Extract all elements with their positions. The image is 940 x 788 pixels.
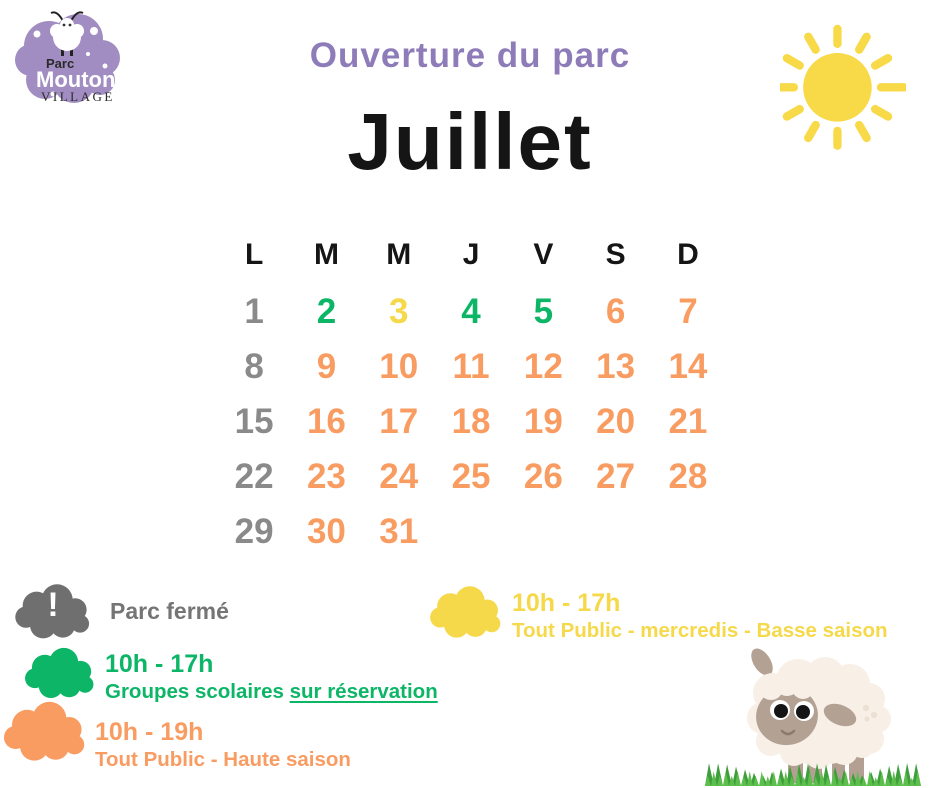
legend-school-hours: 10h - 17h — [105, 650, 214, 678]
calendar-day: 1 — [244, 291, 264, 331]
day-header: M — [386, 238, 412, 271]
sheep-body-dots — [862, 704, 878, 722]
grass-illustration — [705, 763, 921, 786]
exclamation-icon: ! — [47, 586, 59, 624]
calendar-day: 28 — [668, 456, 708, 496]
calendar-day: 7 — [678, 291, 698, 331]
calendar-day: 23 — [306, 456, 346, 496]
sheep-head-fluff — [759, 670, 814, 700]
calendar-day: 17 — [379, 401, 419, 441]
logo-text-mouton: Mouton — [36, 67, 116, 92]
legend-low-season-hours: 10h - 17h — [512, 589, 621, 617]
calendar-day: 27 — [596, 456, 636, 496]
day-header: V — [533, 238, 554, 271]
legend-high-season-hours: 10h - 19h — [95, 718, 204, 746]
closed-cloud-icon: ! — [12, 582, 94, 644]
calendar-day: 5 — [533, 291, 554, 331]
calendar-day: 9 — [316, 346, 337, 386]
calendar-day: 11 — [452, 346, 490, 386]
low-season-cloud-icon — [427, 584, 505, 643]
parc-mouton-village-logo: Parc Mouton VILLAGE — [10, 4, 124, 112]
calendar-day: 15 — [234, 401, 274, 441]
legend-school-label: Groupes scolaires sur réservation — [105, 679, 438, 703]
calendar-day: 14 — [668, 346, 708, 386]
calendar-day: 4 — [461, 291, 481, 331]
calendar-day: 18 — [451, 401, 491, 441]
calendar-day: 3 — [389, 291, 409, 331]
legend-school-reservation-link: sur réservation — [289, 679, 438, 703]
calendar-day: 29 — [234, 511, 274, 551]
page-subtitle: Ouverture du parc — [309, 36, 631, 75]
calendar-day: 31 — [379, 511, 419, 551]
calendar-day: 30 — [306, 511, 346, 551]
logo-cloud-icon — [15, 11, 120, 103]
legend-closed-label: Parc fermé — [110, 598, 229, 624]
day-header: M — [313, 238, 339, 271]
calendar-day: 10 — [379, 346, 419, 386]
calendar-day: 24 — [379, 456, 419, 496]
logo-sheep-icon — [50, 11, 84, 56]
sheep-left-ear — [751, 648, 773, 676]
logo-text-village: VILLAGE — [41, 89, 115, 104]
calendar-day: 20 — [596, 401, 636, 441]
legend-low-season-label: Tout Public - mercredis - Basse saison — [512, 618, 888, 642]
sheep-smile — [780, 729, 796, 736]
sheep-right-ear — [823, 703, 857, 727]
calendar-day: 21 — [668, 401, 708, 441]
calendar-day: 16 — [306, 401, 346, 441]
calendar-day: 19 — [523, 401, 563, 441]
sun-icon — [766, 16, 909, 156]
logo-text-parc: Parc — [46, 56, 75, 71]
logo-dots — [33, 27, 108, 97]
day-header: D — [677, 238, 699, 271]
day-header: L — [244, 238, 264, 271]
calendar-day: 25 — [451, 456, 491, 496]
calendar-day: 22 — [234, 456, 274, 496]
legend-high-season: 10h - 19h Tout Public - Haute saison — [95, 718, 351, 772]
calendar-day: 6 — [605, 291, 626, 331]
calendar-day: 13 — [596, 346, 636, 386]
day-header: S — [605, 238, 626, 271]
legend-school: 10h - 17h Groupes scolaires sur réservat… — [105, 650, 438, 704]
calendar-day: 2 — [316, 291, 337, 331]
calendar-day: 8 — [244, 346, 264, 386]
sheep-illustration — [703, 638, 931, 788]
day-header: J — [462, 238, 480, 271]
legend-high-season-label: Tout Public - Haute saison — [95, 747, 351, 771]
school-cloud-icon — [22, 646, 98, 703]
calendar-day: 26 — [523, 456, 563, 496]
sheep-eyes — [770, 700, 814, 721]
month-title: Juillet — [347, 97, 593, 186]
calendar-grid: 1 2 3 4 5 6 7 8 9 10 11 12 13 14 15 16 17 18 19 20 21 22 23 24 2… — [218, 284, 724, 559]
high-season-cloud-icon — [0, 700, 90, 766]
calendar-day: 12 — [523, 346, 563, 386]
legend-low-season: 10h - 17h Tout Public - mercredis - Bass… — [512, 589, 888, 643]
